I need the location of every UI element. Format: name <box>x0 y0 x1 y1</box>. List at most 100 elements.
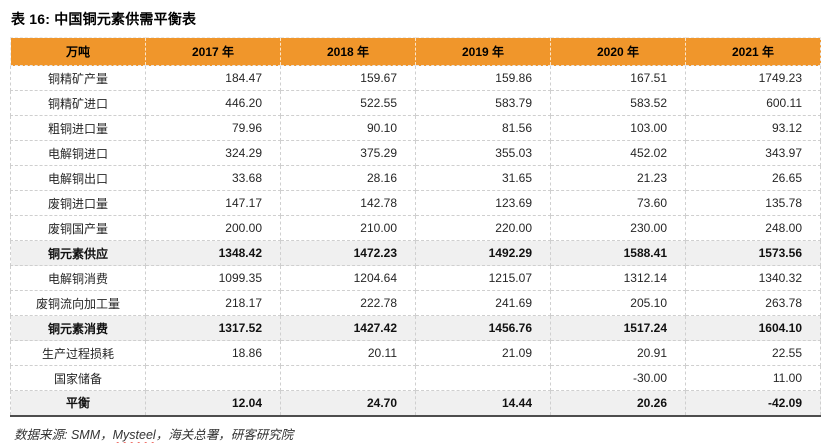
cell-value: 263.78 <box>685 290 821 316</box>
copper-balance-table: 万吨 2017 年 2018 年 2019 年 2020 年 2021 年 铜精… <box>10 37 821 417</box>
table-row: 铜元素消费 1317.52 1427.42 1456.76 1517.24 1604.10 <box>10 315 821 341</box>
cell-value: 33.68 <box>145 165 281 191</box>
table-header: 万吨 2017 年 2018 年 2019 年 2020 年 2021 年 <box>10 37 821 66</box>
cell-value: 210.00 <box>280 215 416 241</box>
cell-value: 184.47 <box>145 65 281 91</box>
header-year-2019: 2019 年 <box>415 37 551 66</box>
table-row: 废铜流向加工量 218.17 222.78 241.69 205.10 263.78 <box>10 290 821 316</box>
cell-value: 1427.42 <box>280 315 416 341</box>
header-year-2020: 2020 年 <box>550 37 686 66</box>
row-label: 铜精矿进口 <box>10 90 146 116</box>
cell-value: 90.10 <box>280 115 416 141</box>
table-row: 铜元素供应 1348.42 1472.23 1492.29 1588.41 1573.56 <box>10 240 821 266</box>
cell-value: 230.00 <box>550 215 686 241</box>
cell-value: 1340.32 <box>685 265 821 291</box>
page-title: 表 16: 中国铜元素供需平衡表 <box>11 11 197 27</box>
cell-value: 135.78 <box>685 190 821 216</box>
row-label: 生产过程损耗 <box>10 340 146 366</box>
row-label: 粗铜进口量 <box>10 115 146 141</box>
cell-value: 1472.23 <box>280 240 416 266</box>
cell-value: 24.70 <box>280 390 416 416</box>
header-row: 万吨 2017 年 2018 年 2019 年 2020 年 2021 年 <box>10 37 821 66</box>
cell-value: 20.91 <box>550 340 686 366</box>
table-row: 废铜进口量 147.17 142.78 123.69 73.60 135.78 <box>10 190 821 216</box>
cell-value: 1204.64 <box>280 265 416 291</box>
header-unit: 万吨 <box>10 37 146 66</box>
cell-value: 248.00 <box>685 215 821 241</box>
cell-value: 1492.29 <box>415 240 551 266</box>
table-row: 粗铜进口量 79.96 90.10 81.56 103.00 93.12 <box>10 115 821 141</box>
cell-value: 22.55 <box>685 340 821 366</box>
cell-value: 21.09 <box>415 340 551 366</box>
cell-value: 1348.42 <box>145 240 281 266</box>
cell-value <box>415 365 551 391</box>
cell-value: 205.10 <box>550 290 686 316</box>
cell-value: 220.00 <box>415 215 551 241</box>
cell-value: 21.23 <box>550 165 686 191</box>
cell-value: 159.86 <box>415 65 551 91</box>
header-year-2021: 2021 年 <box>685 37 821 66</box>
row-label: 电解铜进口 <box>10 140 146 166</box>
cell-value: 1517.24 <box>550 315 686 341</box>
cell-value: 73.60 <box>550 190 686 216</box>
row-label: 电解铜消费 <box>10 265 146 291</box>
cell-value: 355.03 <box>415 140 551 166</box>
cell-value: 343.97 <box>685 140 821 166</box>
cell-value: 11.00 <box>685 365 821 391</box>
row-label: 铜精矿产量 <box>10 65 146 91</box>
table-row: 平衡 12.04 24.70 14.44 20.26 -42.09 <box>10 390 821 416</box>
cell-value: 522.55 <box>280 90 416 116</box>
cell-value: 1215.07 <box>415 265 551 291</box>
table-row: 国家储备 -30.00 11.00 <box>10 365 821 391</box>
row-label: 铜元素消费 <box>10 315 146 341</box>
cell-value: 1099.35 <box>145 265 281 291</box>
cell-value: 1312.14 <box>550 265 686 291</box>
cell-value: 79.96 <box>145 115 281 141</box>
row-label: 电解铜出口 <box>10 165 146 191</box>
cell-value: 324.29 <box>145 140 281 166</box>
cell-value: 26.65 <box>685 165 821 191</box>
cell-value: -42.09 <box>685 390 821 416</box>
cell-value: 147.17 <box>145 190 281 216</box>
cell-value: 1573.56 <box>685 240 821 266</box>
cell-value: 20.26 <box>550 390 686 416</box>
cell-value: 28.16 <box>280 165 416 191</box>
cell-value: 452.02 <box>550 140 686 166</box>
cell-value: 81.56 <box>415 115 551 141</box>
table-row: 电解铜进口 324.29 375.29 355.03 452.02 343.97 <box>10 140 821 166</box>
cell-value: 167.51 <box>550 65 686 91</box>
data-source-note: 数据来源: SMM，Mysteel，海关总署，研客研究院 <box>14 424 830 443</box>
cell-value: 375.29 <box>280 140 416 166</box>
cell-value: 31.65 <box>415 165 551 191</box>
cell-value: 583.52 <box>550 90 686 116</box>
cell-value: 1749.23 <box>685 65 821 91</box>
cell-value: 600.11 <box>685 90 821 116</box>
cell-value: 159.67 <box>280 65 416 91</box>
header-year-2017: 2017 年 <box>145 37 281 66</box>
cell-value <box>145 365 281 391</box>
cell-value: 93.12 <box>685 115 821 141</box>
header-year-2018: 2018 年 <box>280 37 416 66</box>
table-row: 电解铜消费 1099.35 1204.64 1215.07 1312.14 1340.32 <box>10 265 821 291</box>
cell-value: 20.11 <box>280 340 416 366</box>
row-label: 平衡 <box>10 390 146 416</box>
cell-value: 583.79 <box>415 90 551 116</box>
table-row: 废铜国产量 200.00 210.00 220.00 230.00 248.00 <box>10 215 821 241</box>
cell-value: 1317.52 <box>145 315 281 341</box>
table-row: 电解铜出口 33.68 28.16 31.65 21.23 26.65 <box>10 165 821 191</box>
cell-value: 142.78 <box>280 190 416 216</box>
table-row: 铜精矿进口 446.20 522.55 583.79 583.52 600.11 <box>10 90 821 116</box>
table-body: 铜精矿产量 184.47 159.67 159.86 167.51 1749.23 铜精矿进… <box>10 65 821 416</box>
cell-value: -30.00 <box>550 365 686 391</box>
cell-value: 222.78 <box>280 290 416 316</box>
cell-value: 12.04 <box>145 390 281 416</box>
row-label: 废铜进口量 <box>10 190 146 216</box>
row-label: 铜元素供应 <box>10 240 146 266</box>
cell-value: 1456.76 <box>415 315 551 341</box>
cell-value: 1604.10 <box>685 315 821 341</box>
cell-value: 446.20 <box>145 90 281 116</box>
cell-value: 14.44 <box>415 390 551 416</box>
cell-value: 1588.41 <box>550 240 686 266</box>
table-row: 生产过程损耗 18.86 20.11 21.09 20.91 22.55 <box>10 340 821 366</box>
cell-value: 218.17 <box>145 290 281 316</box>
